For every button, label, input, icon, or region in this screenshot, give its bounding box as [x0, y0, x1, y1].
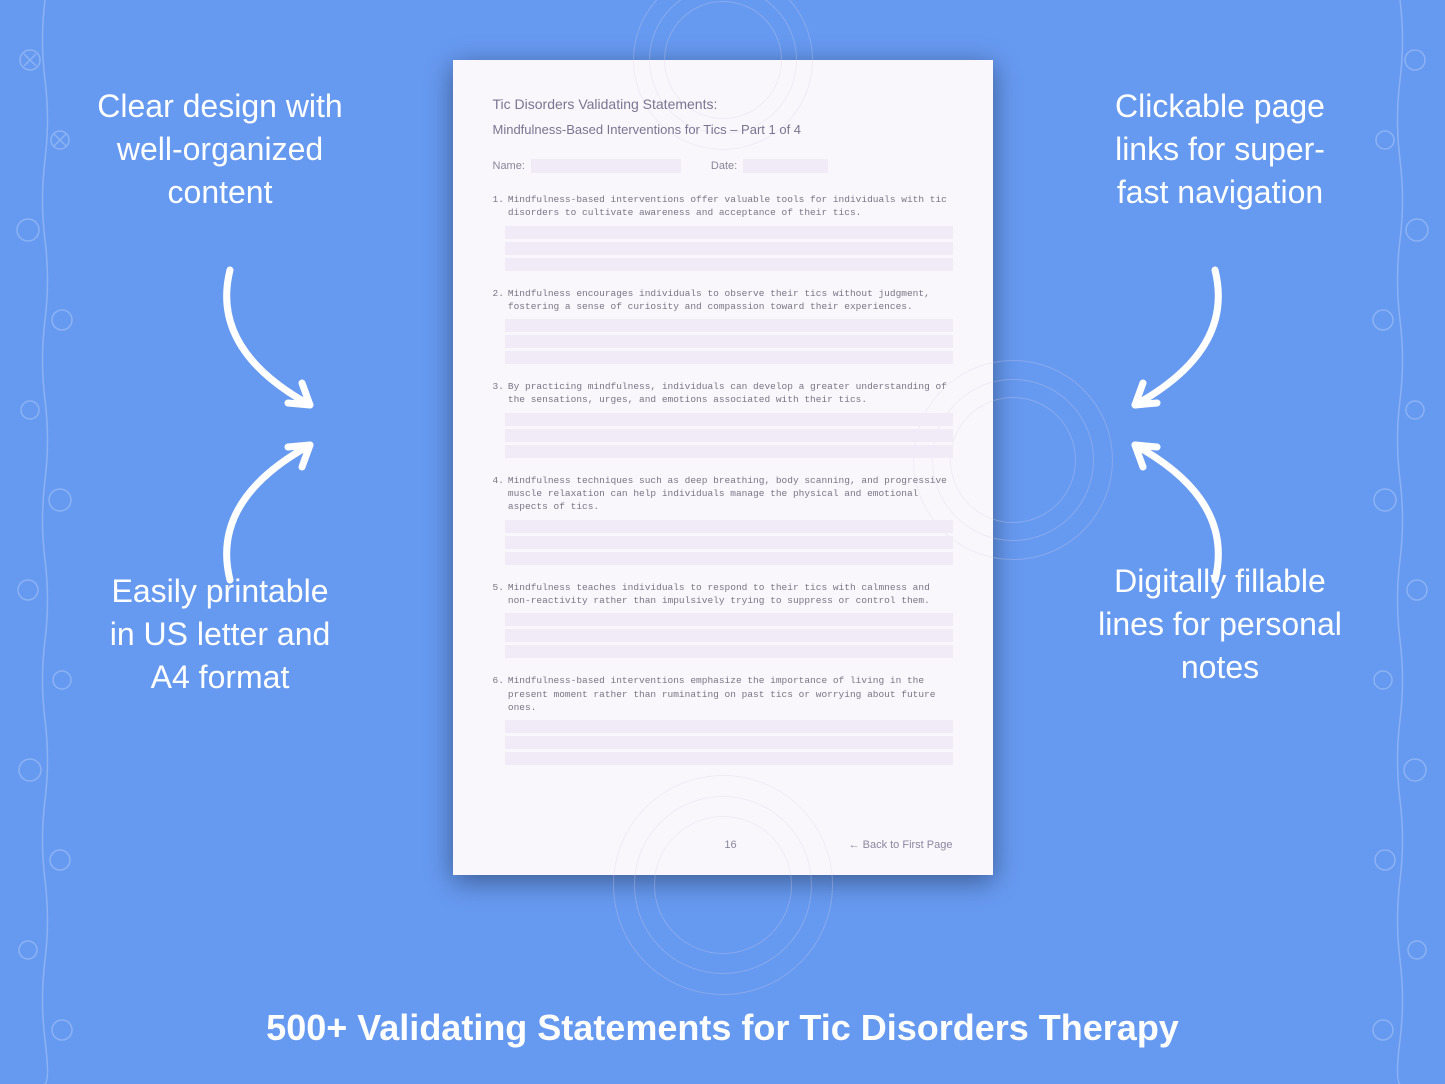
item-number: 4.: [493, 474, 504, 514]
arrow-top-right: [1065, 260, 1245, 430]
items-list: 1.Mindfulness-based interventions offer …: [493, 193, 953, 829]
document-subtitle: Mindfulness-Based Interventions for Tics…: [493, 122, 953, 137]
date-input[interactable]: [743, 159, 828, 173]
arrow-bottom-left: [200, 430, 380, 590]
list-item: 5.Mindfulness teaches individuals to res…: [493, 581, 953, 659]
document-page: Tic Disorders Validating Statements: Min…: [453, 60, 993, 875]
back-to-first-link[interactable]: ← Back to First Page: [849, 839, 953, 851]
arrow-top-left: [200, 260, 380, 430]
item-number: 3.: [493, 380, 504, 407]
item-number: 5.: [493, 581, 504, 608]
arrow-bottom-right: [1065, 430, 1245, 590]
page-footer: 16 ← Back to First Page: [493, 829, 953, 851]
list-item: 3.By practicing mindfulness, individuals…: [493, 380, 953, 458]
fillable-line[interactable]: [505, 536, 953, 549]
fillable-line[interactable]: [505, 645, 953, 658]
item-number: 1.: [493, 193, 504, 220]
name-label: Name:: [493, 160, 525, 172]
document-title: Tic Disorders Validating Statements:: [493, 96, 953, 112]
fillable-line[interactable]: [505, 720, 953, 733]
fillable-line[interactable]: [505, 242, 953, 255]
fillable-line[interactable]: [505, 429, 953, 442]
date-label: Date:: [711, 160, 737, 172]
name-input[interactable]: [531, 159, 681, 173]
fillable-line[interactable]: [505, 335, 953, 348]
list-item: 1.Mindfulness-based interventions offer …: [493, 193, 953, 271]
item-text: Mindfulness techniques such as deep brea…: [508, 474, 953, 514]
item-text: Mindfulness-based interventions offer va…: [508, 193, 953, 220]
callout-top-right: Clickable page links for super-fast navi…: [1090, 85, 1350, 215]
floral-border-right: [1365, 0, 1435, 1084]
meta-row: Name: Date:: [493, 159, 953, 173]
page-number: 16: [724, 839, 736, 851]
item-text: Mindfulness-based interventions emphasiz…: [508, 674, 953, 714]
item-text: Mindfulness encourages individuals to ob…: [508, 287, 953, 314]
fillable-line[interactable]: [505, 226, 953, 239]
list-item: 4.Mindfulness techniques such as deep br…: [493, 474, 953, 565]
fillable-line[interactable]: [505, 445, 953, 458]
fillable-line[interactable]: [505, 613, 953, 626]
floral-border-left: [10, 0, 80, 1084]
list-item: 6.Mindfulness-based interventions emphas…: [493, 674, 953, 765]
item-number: 2.: [493, 287, 504, 314]
fillable-line[interactable]: [505, 413, 953, 426]
callout-top-left: Clear design with well-organized content: [95, 85, 345, 215]
item-number: 6.: [493, 674, 504, 714]
fillable-line[interactable]: [505, 752, 953, 765]
fillable-line[interactable]: [505, 736, 953, 749]
item-text: Mindfulness teaches individuals to respo…: [508, 581, 953, 608]
fillable-line[interactable]: [505, 319, 953, 332]
fillable-line[interactable]: [505, 629, 953, 642]
fillable-line[interactable]: [505, 520, 953, 533]
bottom-banner: 500+ Validating Statements for Tic Disor…: [0, 1007, 1445, 1049]
list-item: 2.Mindfulness encourages individuals to …: [493, 287, 953, 365]
fillable-line[interactable]: [505, 552, 953, 565]
fillable-line[interactable]: [505, 351, 953, 364]
item-text: By practicing mindfulness, individuals c…: [508, 380, 953, 407]
fillable-line[interactable]: [505, 258, 953, 271]
